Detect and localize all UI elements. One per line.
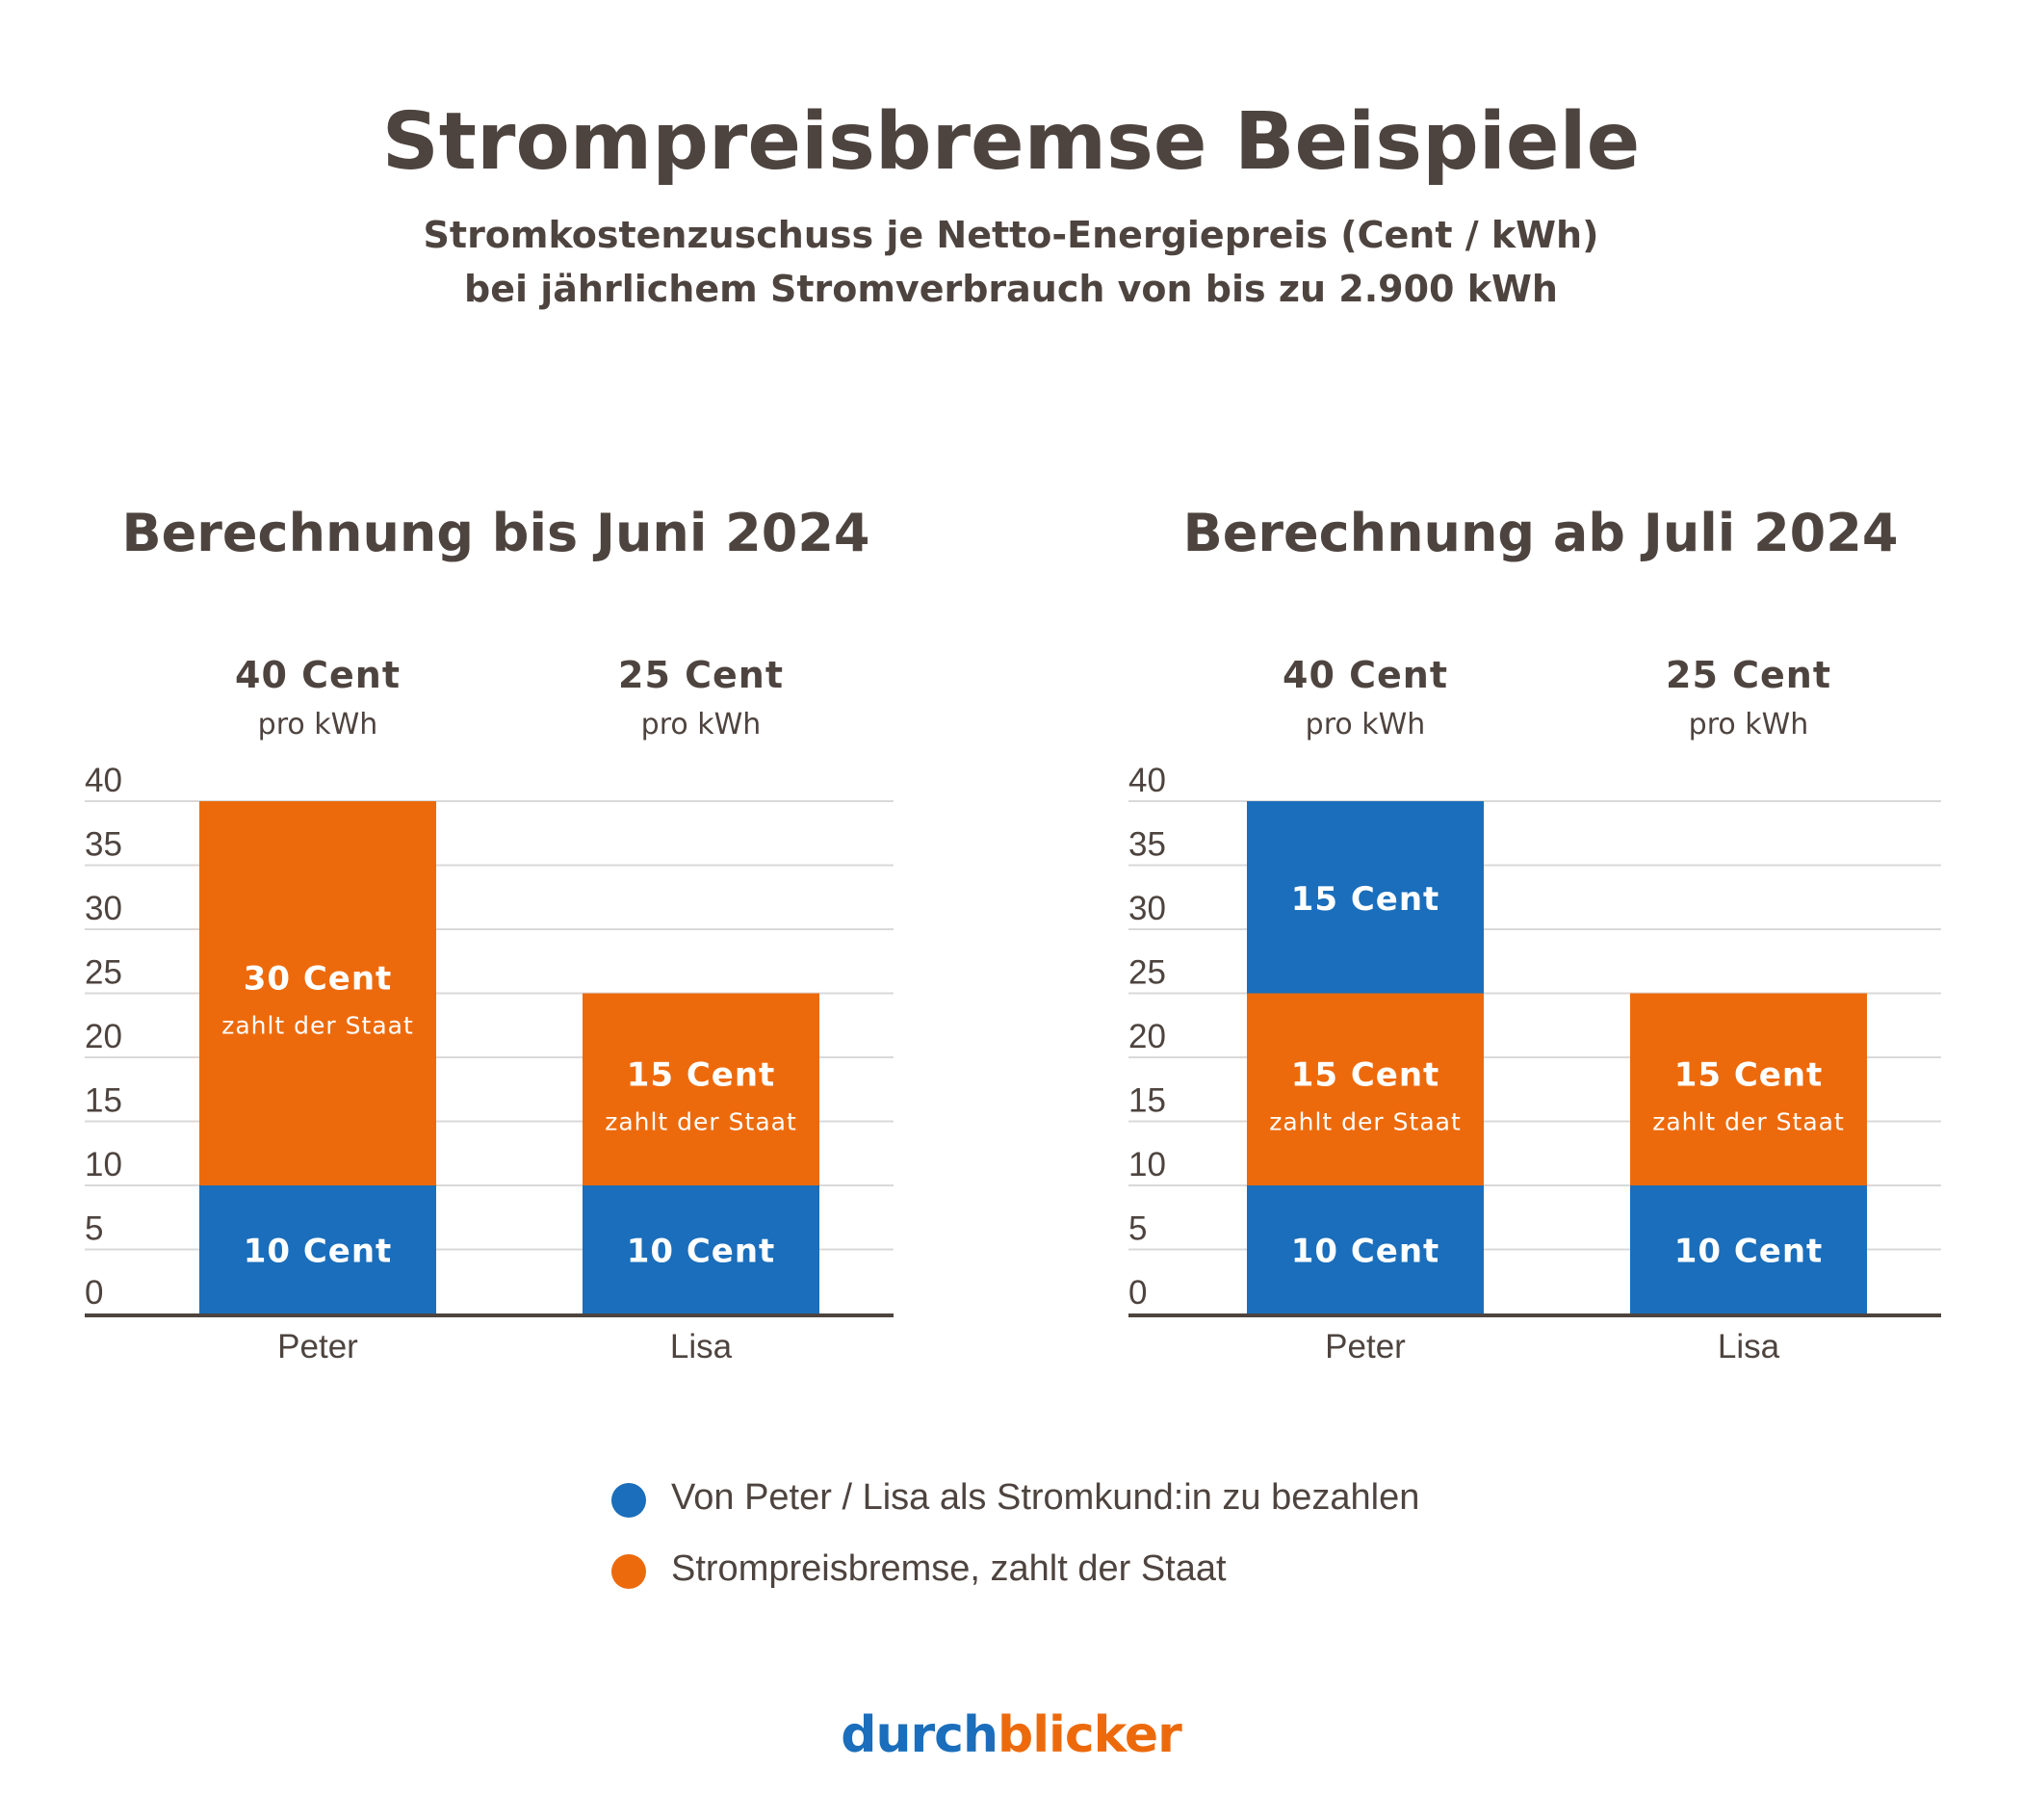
bar-segment-0-1-1 (583, 993, 819, 1185)
y-tick-label-1-8: 40 (1128, 762, 1166, 799)
y-tick-label-1-7: 35 (1128, 826, 1166, 864)
bar-segment-1-0-1 (1247, 993, 1484, 1185)
subtitle-line-2: bei jährlichem Stromverbrauch von bis zu… (464, 268, 1558, 310)
bar-segment-0-1-0 (583, 1185, 819, 1313)
bar-segment-0-0-0 (199, 1185, 436, 1313)
bar-segment-1-0-2 (1247, 801, 1484, 994)
data-label-1-1-0: 10 Cent (1674, 1233, 1824, 1271)
data-sublabel-0-0-1: zahlt der Staat (221, 1012, 414, 1040)
bar-total-0-0: 40 Cent (235, 654, 401, 696)
durchblicker-logo: durchblicker (0, 1706, 2022, 1764)
y-tick-label-0-1: 5 (85, 1210, 103, 1248)
data-sublabel-1-0-1: zahlt der Staat (1269, 1107, 1462, 1135)
bar-total-unit-0-0: pro kWh (258, 708, 378, 741)
y-tick-label-0-0: 0 (85, 1274, 103, 1312)
chart-title-0: Berechnung bis Juni 2024 (122, 503, 870, 563)
bar-segment-1-0-0 (1247, 1185, 1484, 1313)
y-tick-label-1-1: 5 (1128, 1210, 1147, 1248)
y-tick-label-0-8: 40 (85, 762, 122, 799)
x-category-label-0-0: Peter (277, 1328, 358, 1365)
y-tick-label-0-3: 15 (85, 1082, 122, 1120)
legend-label-state: Strompreisbremse, zahlt der Staat (671, 1548, 1227, 1589)
data-label-0-0-1: 30 Cent (244, 960, 393, 999)
bar-total-unit-0-1: pro kWh (641, 708, 762, 741)
x-category-label-1-0: Peter (1325, 1328, 1406, 1365)
legend-label-customer: Von Peter / Lisa als Stromkund:in zu bez… (671, 1477, 1420, 1518)
data-label-1-0-1: 15 Cent (1291, 1055, 1440, 1094)
bar-segment-1-1-1 (1630, 993, 1867, 1185)
data-sublabel-1-1-1: zahlt der Staat (1652, 1107, 1845, 1135)
subtitle-line-1: Stromkostenzuschuss je Netto-Energieprei… (423, 214, 1599, 256)
bar-segment-0-0-1 (199, 801, 436, 1185)
bar-total-0-1: 25 Cent (618, 654, 784, 696)
bar-total-unit-1-0: pro kWh (1306, 708, 1426, 741)
bar-total-1-0: 40 Cent (1283, 654, 1448, 696)
y-tick-label-0-6: 30 (85, 890, 122, 927)
data-label-1-0-2: 15 Cent (1291, 880, 1440, 919)
x-category-label-0-1: Lisa (670, 1328, 733, 1365)
y-tick-label-0-7: 35 (85, 826, 122, 864)
data-label-0-1-1: 15 Cent (627, 1055, 776, 1094)
data-label-0-1-0: 10 Cent (627, 1233, 776, 1271)
data-sublabel-0-1-1: zahlt der Staat (605, 1107, 797, 1135)
y-tick-label-1-4: 20 (1128, 1018, 1166, 1055)
y-tick-label-1-5: 25 (1128, 954, 1166, 992)
data-label-1-0-0: 10 Cent (1291, 1233, 1440, 1271)
logo-part-2: blicker (997, 1706, 1182, 1764)
y-tick-label-1-3: 15 (1128, 1082, 1166, 1120)
data-label-0-0-0: 10 Cent (244, 1233, 393, 1271)
legend-swatch-customer (611, 1483, 646, 1518)
y-tick-label-1-0: 0 (1128, 1274, 1147, 1312)
page-title: Strompreisbremse Beispiele (381, 96, 1641, 188)
bar-total-unit-1-1: pro kWh (1689, 708, 1809, 741)
y-tick-label-0-5: 25 (85, 954, 122, 992)
legend-swatch-state (611, 1554, 646, 1589)
y-tick-label-0-2: 10 (85, 1146, 122, 1183)
y-tick-label-0-4: 20 (85, 1018, 122, 1055)
bar-segment-1-1-0 (1630, 1185, 1867, 1313)
x-category-label-1-1: Lisa (1718, 1328, 1780, 1365)
y-tick-label-1-2: 10 (1128, 1146, 1166, 1183)
bar-total-1-1: 25 Cent (1666, 654, 1831, 696)
chart-title-1: Berechnung ab Juli 2024 (1183, 503, 1899, 563)
logo-part-1: durch (841, 1706, 998, 1764)
data-label-1-1-1: 15 Cent (1674, 1055, 1824, 1094)
y-tick-label-1-6: 30 (1128, 890, 1166, 927)
